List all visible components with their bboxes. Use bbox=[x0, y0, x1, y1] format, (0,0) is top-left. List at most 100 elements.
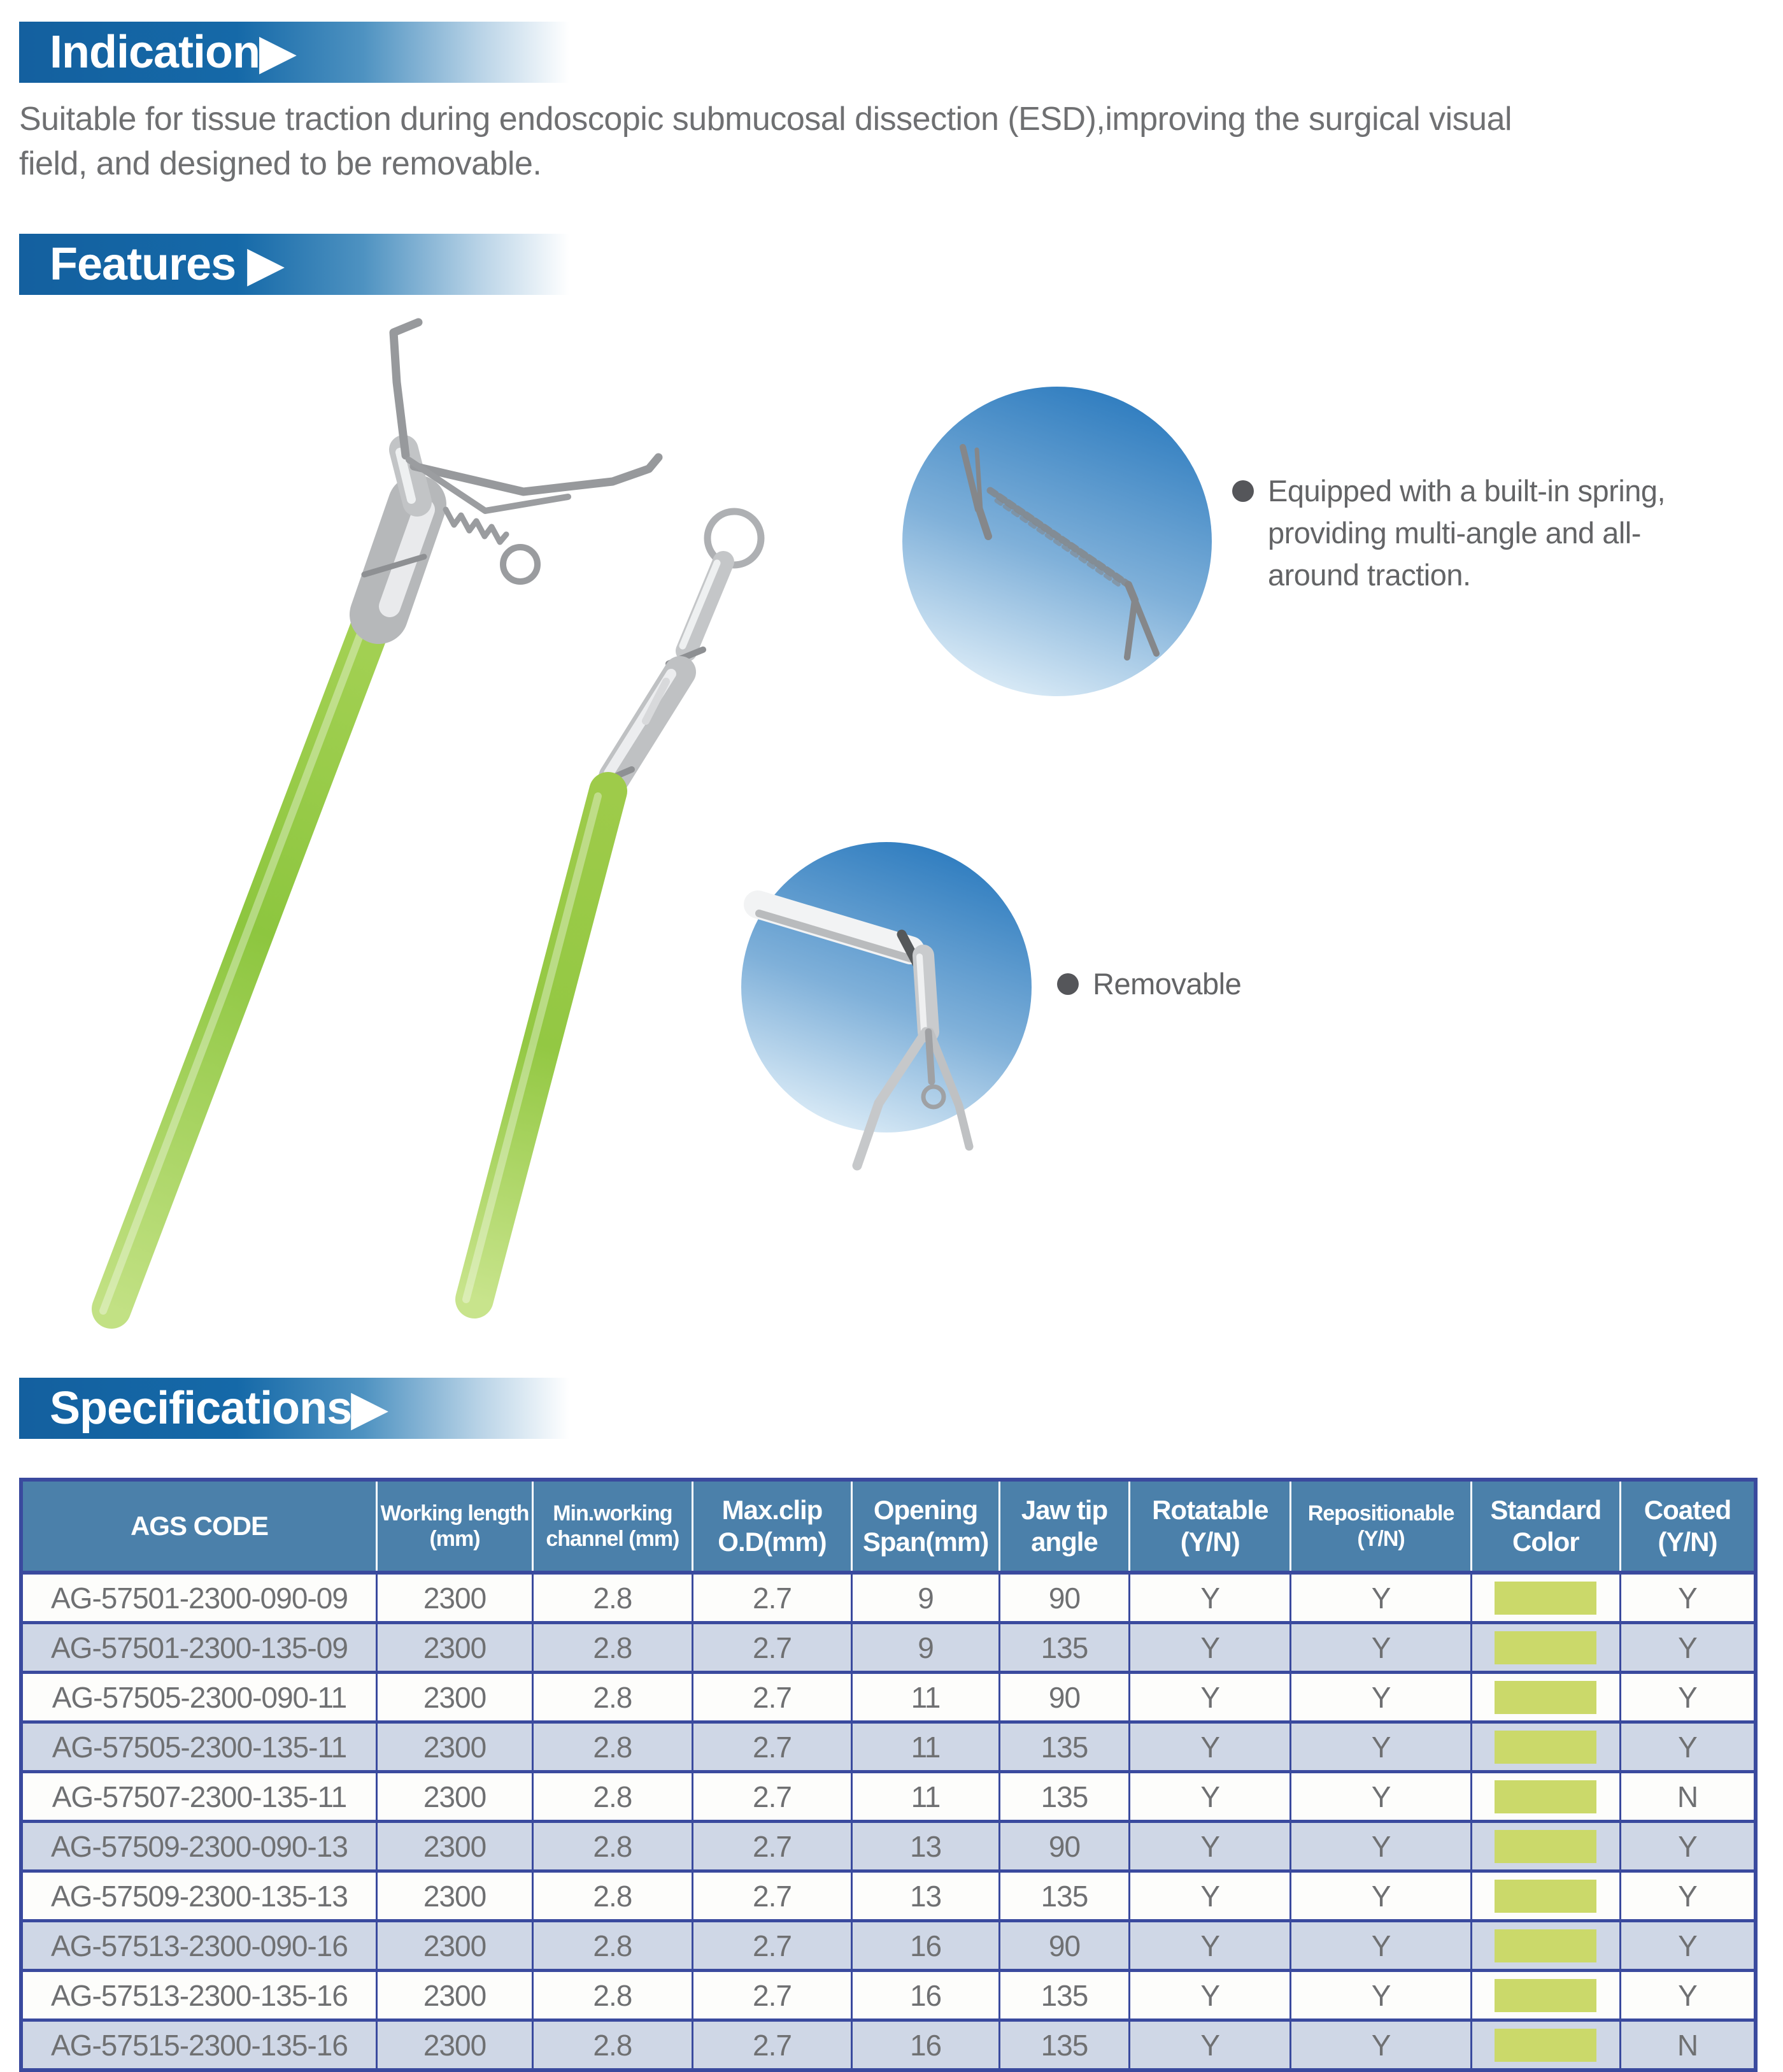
cell-max_clip_od: 2.7 bbox=[691, 2018, 853, 2072]
cell-coated: Y bbox=[1619, 1969, 1757, 2022]
standard-color-cell bbox=[1470, 1919, 1621, 1972]
table-header-row: AGS CODE Working length (mm) Min.working c… bbox=[20, 1478, 1757, 1575]
standard-color-cell bbox=[1470, 1720, 1621, 1773]
cell-max_clip_od: 2.7 bbox=[691, 1919, 853, 1972]
cell-code: AG-57507-2300-135-11 bbox=[20, 1770, 378, 1823]
cell-opening_span: 11 bbox=[851, 1720, 1000, 1773]
cell-repositionable: Y bbox=[1289, 1770, 1472, 1823]
cell-repositionable: Y bbox=[1289, 1671, 1472, 1724]
indication-body-line1: Suitable for tissue traction during endo… bbox=[19, 101, 1512, 138]
column-header-9: Coated (Y/N) bbox=[1619, 1478, 1757, 1575]
cell-opening_span: 11 bbox=[851, 1671, 1000, 1724]
column-header-4: Opening Span(mm) bbox=[851, 1478, 1000, 1575]
indication-title: Indication▶ bbox=[50, 27, 295, 78]
features-illustration bbox=[92, 318, 1212, 1329]
color-swatch bbox=[1495, 1730, 1597, 1764]
color-swatch bbox=[1495, 1780, 1597, 1813]
device-ring-tip bbox=[455, 508, 765, 1318]
cell-min_channel: 2.8 bbox=[532, 1820, 693, 1873]
standard-color-cell bbox=[1470, 1820, 1621, 1873]
cell-coated: Y bbox=[1619, 1919, 1757, 1972]
cell-min_channel: 2.8 bbox=[532, 1621, 693, 1674]
indication-body: Suitable for tissue traction during endo… bbox=[19, 97, 1764, 186]
cell-code: AG-57515-2300-135-16 bbox=[20, 2018, 378, 2072]
cell-opening_span: 16 bbox=[851, 1969, 1000, 2022]
cell-repositionable: Y bbox=[1289, 1571, 1472, 1624]
cell-coated: Y bbox=[1619, 1720, 1757, 1773]
cell-min_channel: 2.8 bbox=[532, 1919, 693, 1972]
cell-repositionable: Y bbox=[1289, 1820, 1472, 1873]
cell-min_channel: 2.8 bbox=[532, 2018, 693, 2072]
color-swatch bbox=[1495, 1631, 1597, 1664]
cell-working_length: 2300 bbox=[375, 1820, 534, 1873]
cell-code: AG-57509-2300-090-13 bbox=[20, 1820, 378, 1873]
table-row: AG-57505-2300-135-11 2300 2.8 2.7 11 135 Y Y Y bbox=[20, 1720, 1757, 1773]
cell-opening_span: 16 bbox=[851, 2018, 1000, 2072]
cell-rotatable: Y bbox=[1128, 1820, 1292, 1873]
cell-working_length: 2300 bbox=[375, 1571, 534, 1624]
cell-rotatable: Y bbox=[1128, 1919, 1292, 1972]
table-row: AG-57509-2300-135-13 2300 2.8 2.7 13 135 Y Y Y bbox=[20, 1869, 1757, 1922]
indication-body-line2: field, and designed to be removable. bbox=[19, 145, 542, 182]
cell-max_clip_od: 2.7 bbox=[691, 1820, 853, 1873]
feature-bullet-spring-text: Equipped with a built-in spring, providi… bbox=[1268, 474, 1666, 592]
cell-coated: Y bbox=[1619, 1671, 1757, 1724]
cell-repositionable: Y bbox=[1289, 2018, 1472, 2072]
feature-bullet-spring: Equipped with a built-in spring, providi… bbox=[1232, 470, 1691, 596]
standard-color-cell bbox=[1470, 1671, 1621, 1724]
cell-rotatable: Y bbox=[1128, 1671, 1292, 1724]
cell-jaw_tip_angle: 90 bbox=[998, 1671, 1131, 1724]
table-row: AG-57513-2300-135-16 2300 2.8 2.7 16 135 Y Y Y bbox=[20, 1969, 1757, 2022]
cell-code: AG-57505-2300-090-11 bbox=[20, 1671, 378, 1724]
standard-color-cell bbox=[1470, 1770, 1621, 1823]
cell-code: AG-57501-2300-090-09 bbox=[20, 1571, 378, 1624]
color-swatch bbox=[1495, 1929, 1597, 1962]
cell-repositionable: Y bbox=[1289, 1969, 1472, 2022]
cell-repositionable: Y bbox=[1289, 1919, 1472, 1972]
cell-working_length: 2300 bbox=[375, 1770, 534, 1823]
cell-max_clip_od: 2.7 bbox=[691, 1671, 853, 1724]
cell-jaw_tip_angle: 135 bbox=[998, 1770, 1131, 1823]
cell-jaw_tip_angle: 135 bbox=[998, 1969, 1131, 2022]
column-header-6: Rotatable (Y/N) bbox=[1128, 1478, 1292, 1575]
table-row: AG-57501-2300-135-09 2300 2.8 2.7 9 135 Y Y Y bbox=[20, 1621, 1757, 1674]
cell-rotatable: Y bbox=[1128, 1571, 1292, 1624]
color-swatch bbox=[1495, 1680, 1597, 1714]
table-row: AG-57513-2300-090-16 2300 2.8 2.7 16 90 Y Y Y bbox=[20, 1919, 1757, 1972]
cell-rotatable: Y bbox=[1128, 1869, 1292, 1922]
feature-bullet-removable-text: Removable bbox=[1093, 967, 1242, 1001]
cell-working_length: 2300 bbox=[375, 1869, 534, 1922]
column-header-5: Jaw tip angle bbox=[998, 1478, 1131, 1575]
cell-max_clip_od: 2.7 bbox=[691, 1571, 853, 1624]
cell-working_length: 2300 bbox=[375, 2018, 534, 2072]
specifications-table-head: AGS CODE Working length (mm) Min.working c… bbox=[20, 1478, 1757, 1575]
cell-min_channel: 2.8 bbox=[532, 1770, 693, 1823]
cell-repositionable: Y bbox=[1289, 1720, 1472, 1773]
cell-rotatable: Y bbox=[1128, 1969, 1292, 2022]
cell-jaw_tip_angle: 90 bbox=[998, 1919, 1131, 1972]
table-row: AG-57507-2300-135-11 2300 2.8 2.7 11 135 Y Y N bbox=[20, 1770, 1757, 1823]
feature-bullet-removable: Removable bbox=[1057, 963, 1439, 1005]
cell-min_channel: 2.8 bbox=[532, 1671, 693, 1724]
cell-working_length: 2300 bbox=[375, 1969, 534, 2022]
cell-repositionable: Y bbox=[1289, 1869, 1472, 1922]
cell-coated: N bbox=[1619, 2018, 1757, 2072]
cell-opening_span: 16 bbox=[851, 1919, 1000, 1972]
cell-working_length: 2300 bbox=[375, 1671, 534, 1724]
cell-rotatable: Y bbox=[1128, 1720, 1292, 1773]
cell-max_clip_od: 2.7 bbox=[691, 1621, 853, 1674]
column-header-1: Working length (mm) bbox=[375, 1478, 534, 1575]
cell-max_clip_od: 2.7 bbox=[691, 1969, 853, 2022]
column-header-2: Min.working channel (mm) bbox=[532, 1478, 693, 1575]
cell-min_channel: 2.8 bbox=[532, 1969, 693, 2022]
device-open-jaws bbox=[92, 318, 663, 1329]
cell-max_clip_od: 2.7 bbox=[691, 1720, 853, 1773]
specifications-table: AGS CODE Working length (mm) Min.working c… bbox=[19, 1478, 1758, 2072]
cell-min_channel: 2.8 bbox=[532, 1571, 693, 1624]
callout-spring-circle bbox=[902, 387, 1212, 696]
cell-coated: Y bbox=[1619, 1820, 1757, 1873]
features-section-header: Features ▶ bbox=[19, 234, 592, 295]
cell-code: AG-57513-2300-090-16 bbox=[20, 1919, 378, 1972]
indication-section-header: Indication▶ bbox=[19, 22, 592, 83]
